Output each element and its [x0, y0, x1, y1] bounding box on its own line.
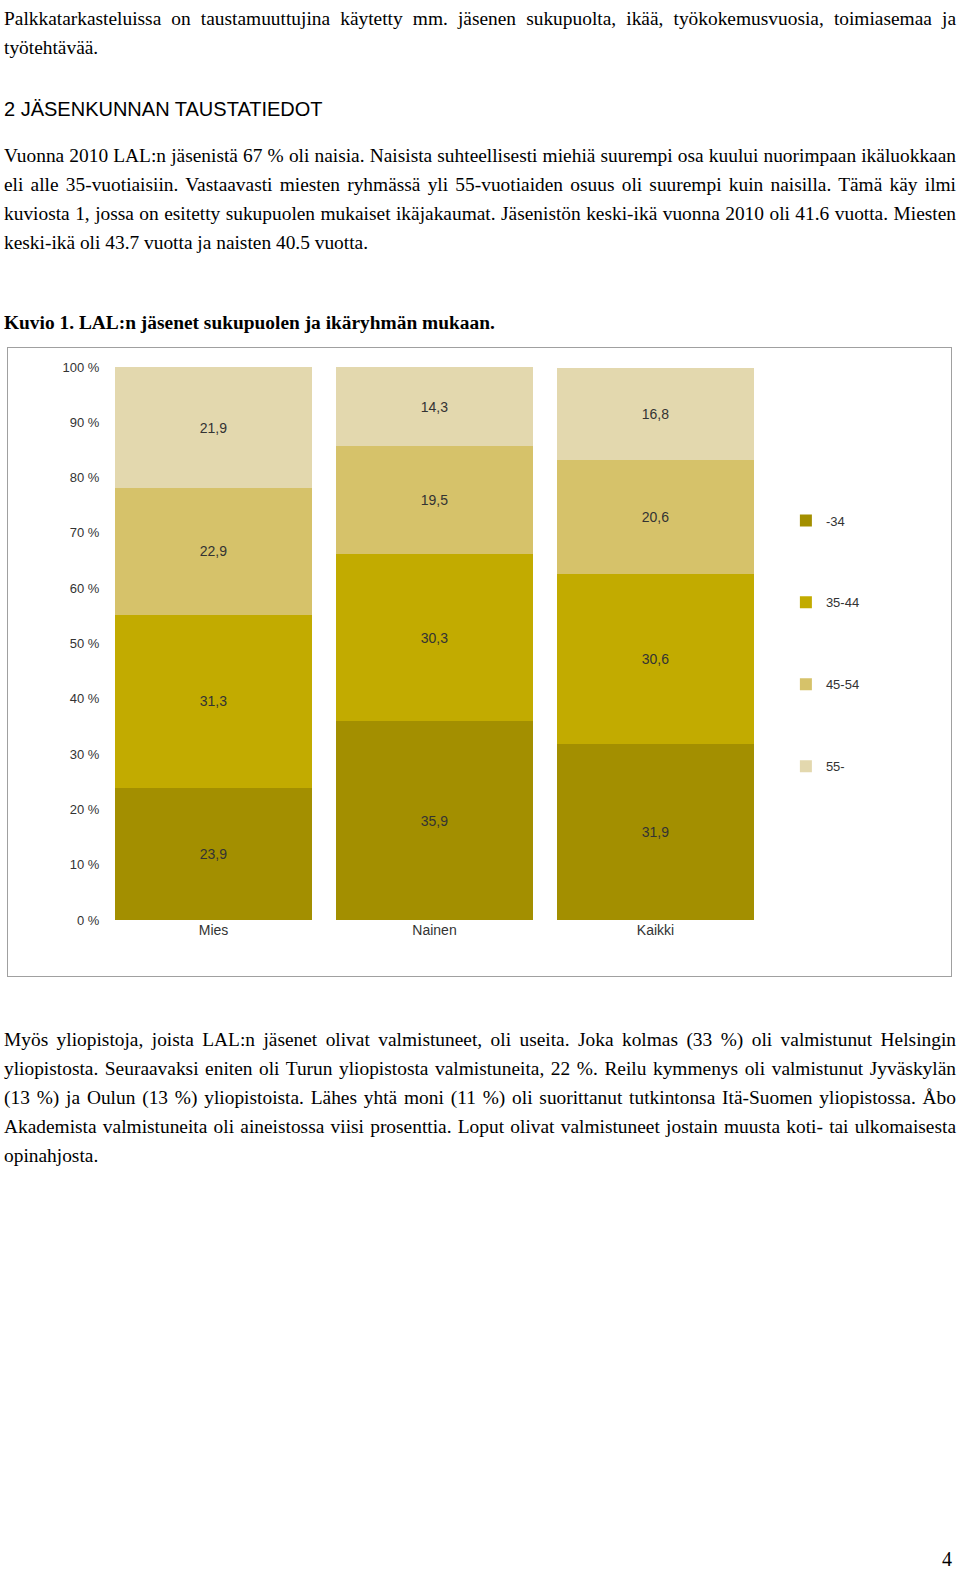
svg-text:16,8: 16,8	[642, 406, 669, 422]
svg-text:10 %: 10 %	[70, 857, 100, 872]
html-text:2 JÄSENKUNNAN TAUSTATIEDOT: 2 JÄSENKUNNAN TAUSTATIEDOT	[4, 98, 323, 120]
svg-text:35,9: 35,9	[421, 813, 448, 829]
svg-text:19,5: 19,5	[421, 492, 448, 508]
svg-text:20,6: 20,6	[642, 509, 669, 525]
html-text:4: 4	[942, 1548, 952, 1570]
html-text:Myös yliopistoja, joista LAL:n: Myös yliopistoja, joista LAL:n jäsenet o…	[4, 1029, 956, 1166]
svg-text:55-: 55-	[826, 759, 845, 774]
svg-text:30,3: 30,3	[421, 630, 448, 646]
svg-text:70 %: 70 %	[70, 525, 100, 540]
svg-text:40 %: 40 %	[70, 691, 100, 706]
svg-text:30,6: 30,6	[642, 651, 669, 667]
svg-text:-34: -34	[826, 514, 845, 529]
svg-text:Nainen: Nainen	[412, 922, 456, 938]
svg-text:30 %: 30 %	[70, 747, 100, 762]
svg-text:80 %: 80 %	[70, 470, 100, 485]
svg-text:31,3: 31,3	[200, 693, 227, 709]
svg-text:0 %: 0 %	[77, 913, 100, 928]
html-text:Kuvio 1. LAL:n jäsenet sukupuo: Kuvio 1. LAL:n jäsenet sukupuolen ja ikä…	[4, 312, 495, 333]
svg-text:45-54: 45-54	[826, 677, 859, 692]
html-text:Palkkatarkasteluissa on tausta: Palkkatarkasteluissa on taustamuuttujina…	[4, 8, 956, 58]
svg-text:90 %: 90 %	[70, 415, 100, 430]
svg-text:50 %: 50 %	[70, 636, 100, 651]
svg-text:60 %: 60 %	[70, 581, 100, 596]
svg-text:100 %: 100 %	[63, 360, 100, 375]
svg-text:20 %: 20 %	[70, 802, 100, 817]
svg-text:23,9: 23,9	[200, 846, 227, 862]
html-text:Vuonna 2010 LAL:n jäsenistä 67: Vuonna 2010 LAL:n jäsenistä 67 % oli nai…	[4, 145, 956, 253]
svg-text:14,3: 14,3	[421, 399, 448, 415]
svg-text:22,9: 22,9	[200, 543, 227, 559]
svg-text:Mies: Mies	[199, 922, 229, 938]
svg-text:21,9: 21,9	[200, 420, 227, 436]
svg-text:35-44: 35-44	[826, 595, 859, 610]
svg-text:31,9: 31,9	[642, 824, 669, 840]
svg-text:Kaikki: Kaikki	[637, 922, 674, 938]
